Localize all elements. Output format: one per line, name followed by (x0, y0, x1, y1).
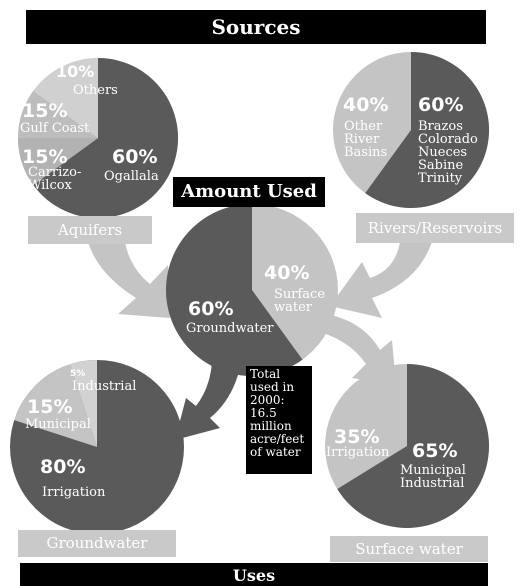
aquifers-gulf-coast-label: Gulf Coast (20, 121, 90, 136)
surface-uses-pie (325, 363, 490, 528)
aquifers-arrow (88, 242, 170, 318)
gw-irrigation-label: Irrigation (42, 485, 106, 500)
amount-slice-groundwater (165, 203, 303, 377)
aquifers-ogallala-pct: 60% (112, 146, 158, 168)
rivers-named-label: Brazos Colorado Nueces Sabine Trinity (418, 119, 478, 186)
aquifers-slice-carrizo (18, 138, 98, 185)
sources-header: Sources (26, 10, 486, 44)
sw-irrigation-label: Irrigation (326, 445, 390, 460)
source-arrows (88, 242, 432, 318)
sw-municipal-pct: 65% (412, 440, 458, 462)
rivers-slice-named-basins (365, 51, 490, 208)
rivers-arrow (330, 242, 432, 318)
groundwater-slice-industrial (70, 360, 97, 447)
aquifers-others-label: Others (73, 83, 118, 98)
aquifers-carrizo-pct: 15% (22, 146, 68, 168)
amount-groundwater-label: Groundwater (186, 321, 274, 336)
groundwater-uses-label: Groundwater (18, 530, 176, 557)
surface-slice-municipal-industrial (337, 363, 490, 528)
rivers-reservoirs-label: Rivers/Reservoirs (356, 213, 514, 243)
groundwater-arrow (175, 362, 240, 440)
rivers-pie (333, 51, 490, 208)
gw-industrial-label: Industrial (72, 379, 137, 394)
rivers-other-pct: 40% (343, 94, 389, 116)
rivers-other-label: Other River Basins (344, 119, 388, 160)
total-used-note: Total used in 2000: 16.5 million acre/fe… (246, 366, 312, 474)
aquifers-others-pct: 10% (56, 62, 95, 81)
amount-used-header: Amount Used (173, 177, 325, 207)
uses-arrows (175, 314, 396, 440)
groundwater-uses-pie (10, 360, 184, 534)
aquifers-slice-ogallala (33, 57, 179, 218)
surface-water-arrow (312, 314, 396, 385)
groundwater-slice-municipal (14, 364, 97, 447)
surface-water-uses-label: Surface water (330, 536, 488, 562)
gw-municipal-pct: 15% (27, 396, 73, 418)
aquifers-slice-gulf-coast (18, 91, 98, 138)
rivers-named-pct: 60% (418, 94, 464, 116)
sw-irrigation-pct: 35% (334, 426, 380, 448)
aquifers-pie (18, 57, 179, 218)
amount-surface-pct: 40% (264, 262, 310, 284)
amount-used-pie (165, 203, 338, 377)
aquifers-carrizo-label: Carrizo- Wilcox (28, 165, 82, 193)
aquifers-slice-others (33, 58, 98, 138)
amount-groundwater-pct: 60% (188, 298, 234, 320)
sw-municipal-label: Municipal Industrial (400, 463, 466, 491)
gw-industrial-pct: 5% (70, 369, 86, 379)
uses-footer: Uses (20, 563, 488, 586)
amount-surface-label: Surface water (274, 287, 326, 315)
gw-municipal-label: Municipal (25, 417, 91, 432)
gw-irrigation-pct: 80% (40, 456, 86, 478)
aquifers-ogallala-label: Ogallala (104, 169, 159, 184)
aquifers-label: Aquifers (28, 216, 152, 244)
aquifers-gulf-coast-pct: 15% (22, 100, 68, 122)
